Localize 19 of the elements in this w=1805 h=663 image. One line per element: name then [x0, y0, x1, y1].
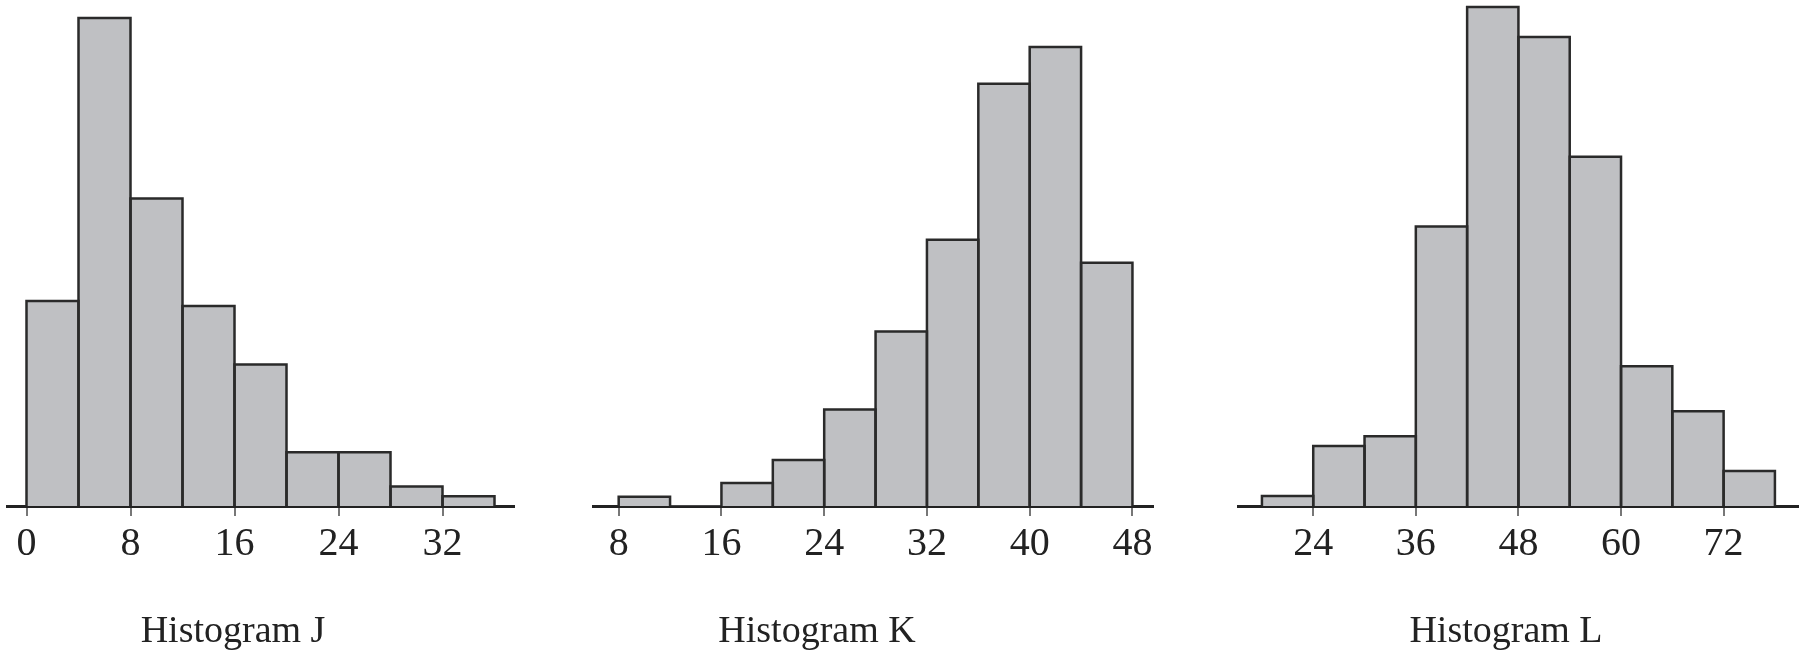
x-tick-label: 32 [906, 518, 947, 564]
text: Histogram J [140, 607, 326, 652]
x-tick-label: 16 [701, 518, 742, 564]
x-tick-label: 0 [16, 518, 37, 564]
x-tick-label: 24 [804, 518, 845, 564]
x-tick-label: 60 [1601, 518, 1642, 564]
x-tick-label: 32 [422, 518, 463, 564]
x-tick-label: 72 [1703, 518, 1744, 564]
x-tick-label: 24 [318, 518, 359, 564]
x-tick-label: 16 [214, 518, 255, 564]
x-tick-label: 40 [1009, 518, 1050, 564]
x-tick-label: 48 [1112, 518, 1153, 564]
x-tick-label: 48 [1498, 518, 1539, 564]
x-tick-label: 8 [608, 518, 629, 564]
text: Histogram K [718, 607, 916, 652]
x-tick-label: 8 [120, 518, 141, 564]
x-tick-label: 24 [1293, 518, 1334, 564]
text: Histogram L [1409, 607, 1603, 652]
x-tick-label: 36 [1395, 518, 1436, 564]
